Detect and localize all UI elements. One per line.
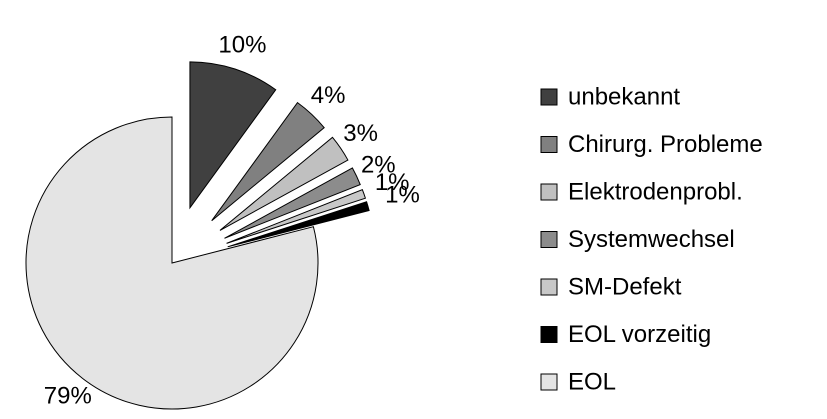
data-label: 1%: [385, 181, 420, 208]
pie-slice: [25, 116, 319, 410]
data-label: 3%: [343, 120, 378, 147]
legend-label: SM-Defekt: [568, 273, 682, 300]
legend-swatch: [540, 183, 558, 201]
pie-slice: [224, 167, 361, 239]
legend-label: unbekannt: [568, 83, 680, 110]
pie-slice: [189, 61, 277, 210]
data-label: 4%: [311, 82, 346, 109]
legend-swatch: [540, 136, 558, 153]
pie-slice: [227, 201, 370, 248]
legend-label: Chirurg. Probleme: [568, 131, 763, 158]
legend-label: Elektrodenprobl.: [568, 178, 743, 205]
legend-label: Systemwechsel: [568, 226, 735, 253]
legend-swatch: [540, 88, 558, 106]
pie-slice: [211, 101, 325, 222]
pie-slice: [226, 188, 367, 244]
data-label: 2%: [361, 151, 396, 178]
legend-swatch: [540, 278, 558, 296]
legend-swatch: [540, 326, 558, 343]
legend-label: EOL vorzeitig: [568, 321, 711, 348]
pie-slice: [219, 136, 349, 231]
legend-swatch: [540, 373, 558, 391]
data-label: 1%: [375, 169, 410, 196]
legend-label: EOL: [568, 368, 616, 395]
data-label: 79%: [44, 383, 92, 410]
data-label: 10%: [218, 32, 266, 59]
legend-swatch: [540, 231, 558, 248]
